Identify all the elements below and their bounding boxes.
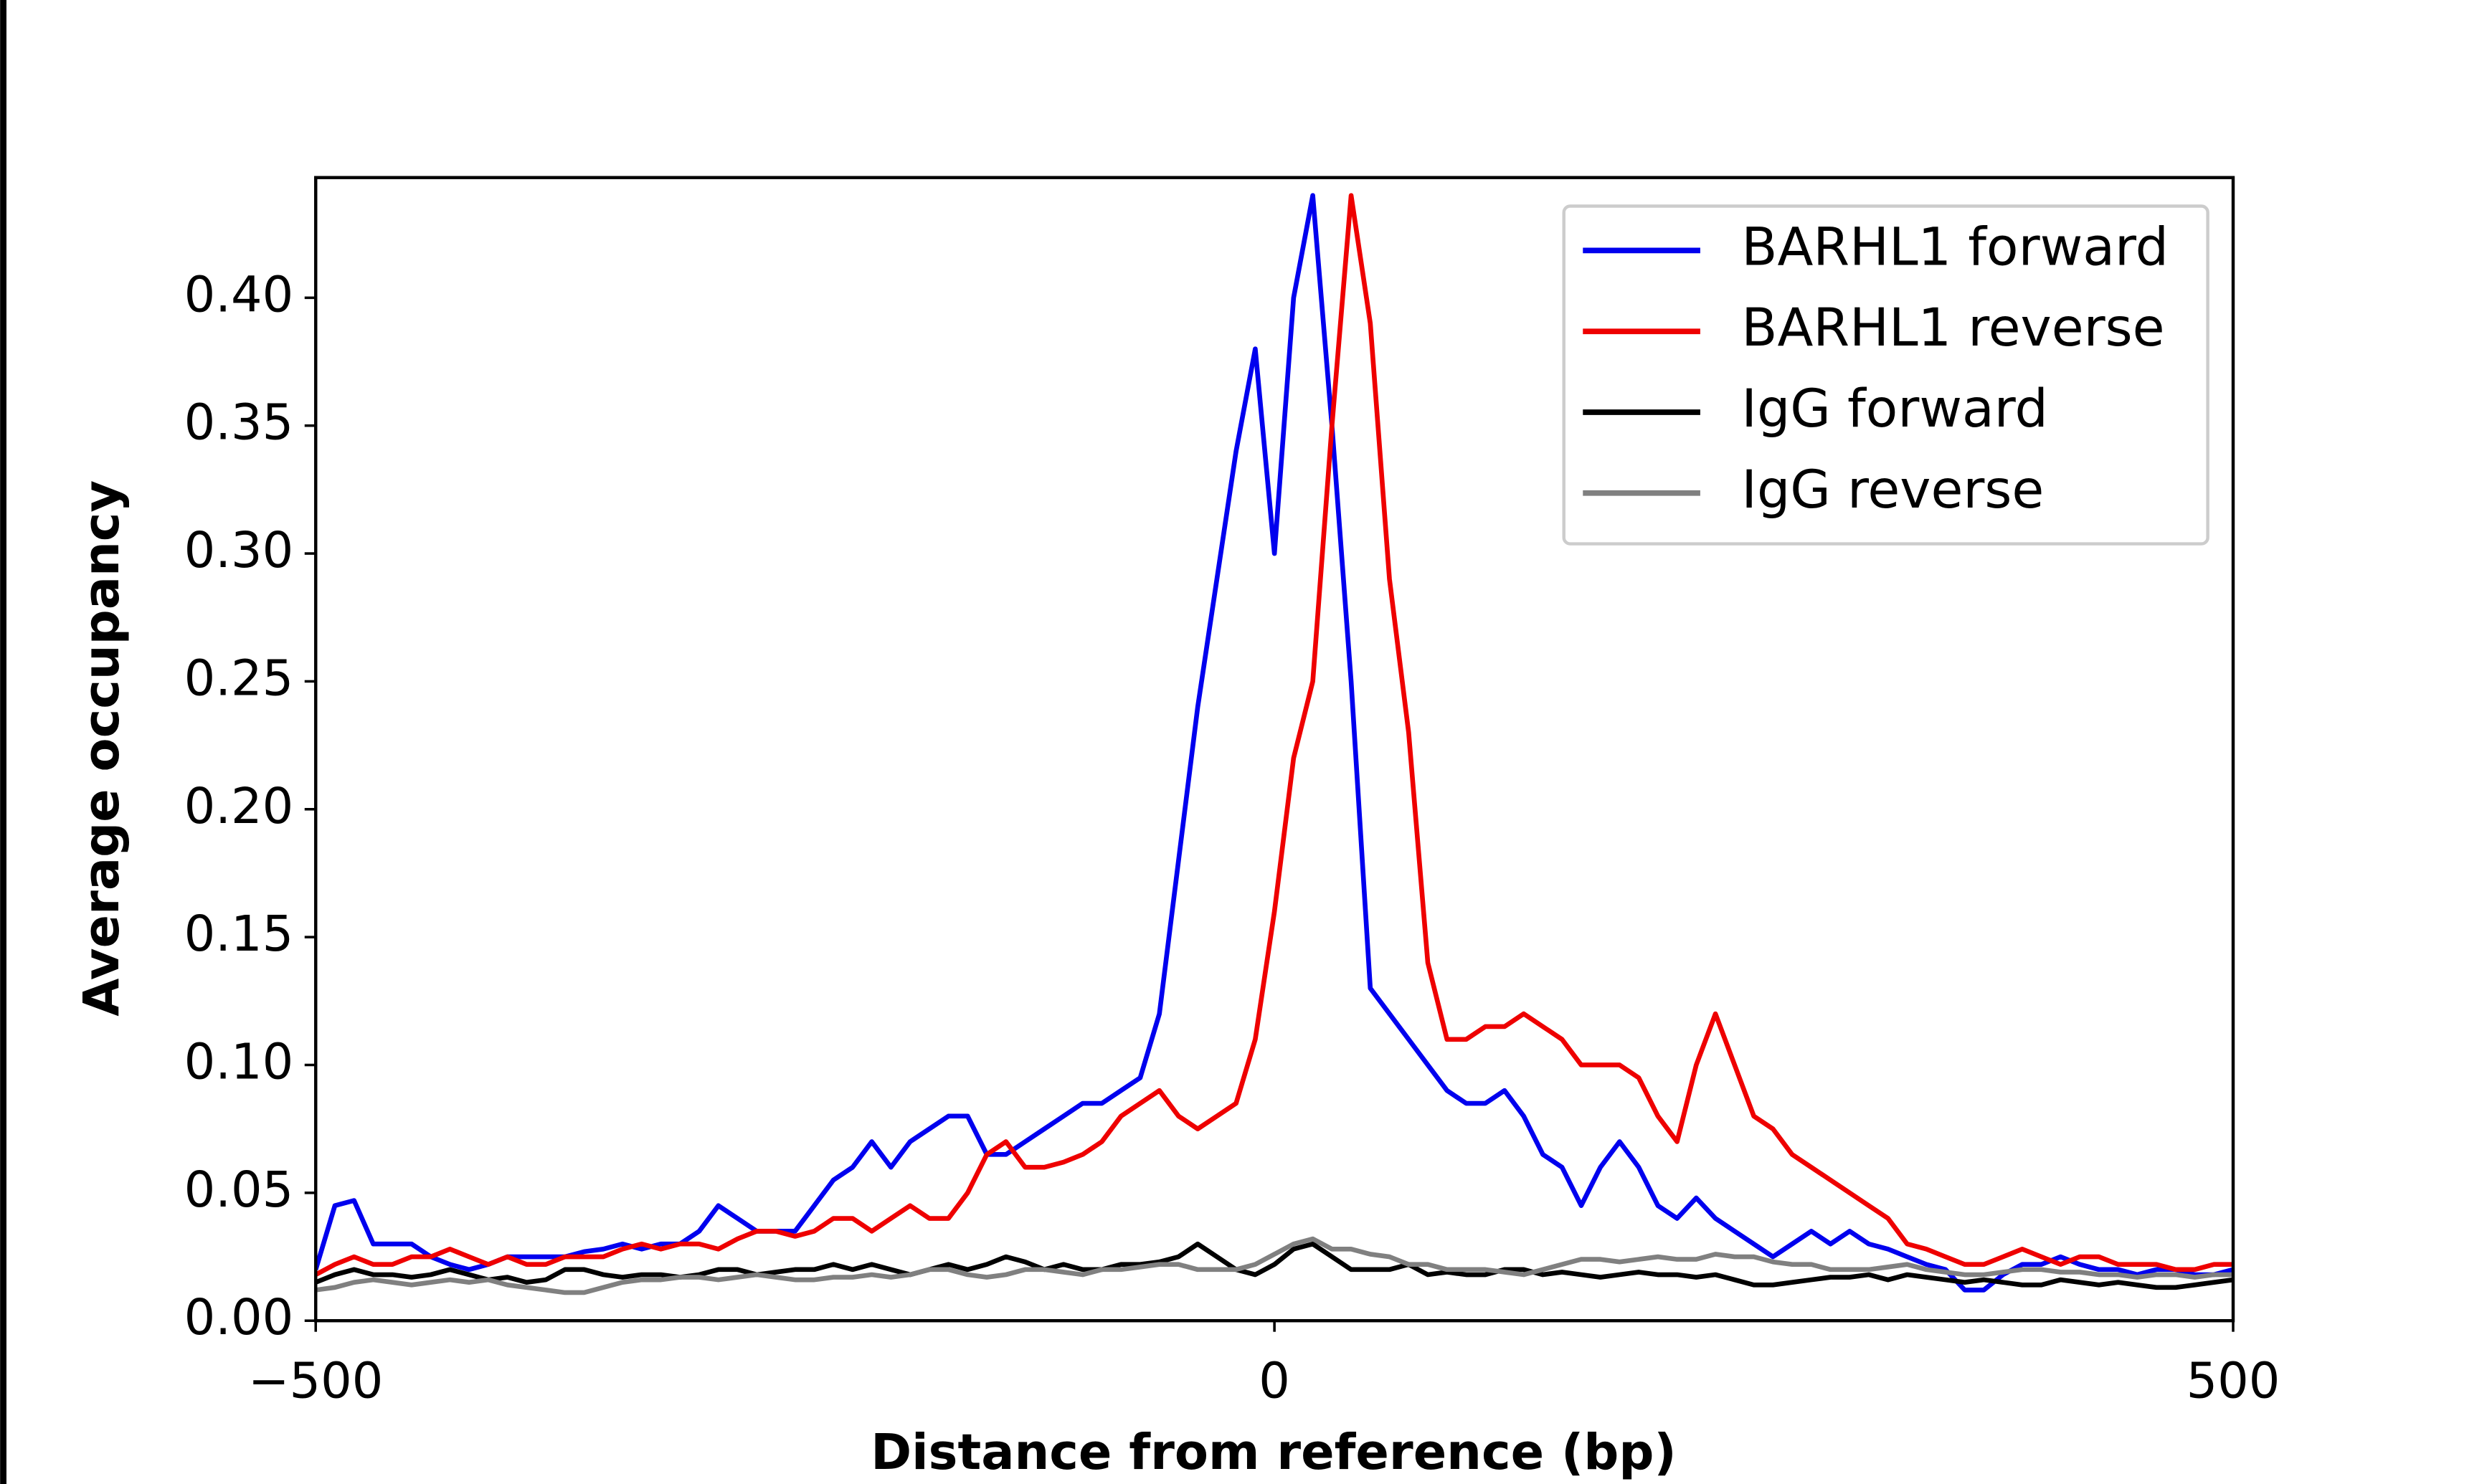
legend-label: IgG reverse [1741,460,2044,520]
y-tick-label: 0.30 [184,522,294,579]
left-edge [0,0,7,1484]
y-tick-label: 0.10 [184,1034,294,1091]
series-line [316,1241,2234,1290]
x-tick-label: −500 [248,1353,383,1410]
y-tick-label: 0.05 [184,1161,294,1219]
series-line [316,193,2234,1277]
x-axis-label: Distance from reference (bp) [871,1424,1677,1481]
legend-label: BARHL1 reverse [1741,298,2164,358]
y-tick-label: 0.25 [184,650,294,707]
y-axis-label: Average occupancy [73,480,131,1017]
y-tick-label: 0.00 [184,1289,294,1346]
x-tick-label: 0 [1259,1353,1290,1410]
y-tick-label: 0.35 [184,394,294,452]
x-tick-label: 500 [2187,1353,2280,1410]
legend-label: BARHL1 forward [1741,217,2169,277]
y-tick-label: 0.20 [184,778,294,835]
legend-label: IgG forward [1741,379,2047,439]
y-tick-label: 0.40 [184,266,294,323]
plot-frame [314,176,2235,1323]
legend-box [1562,204,2209,546]
series-line [316,1236,2234,1295]
y-tick-label: 0.15 [184,905,294,963]
